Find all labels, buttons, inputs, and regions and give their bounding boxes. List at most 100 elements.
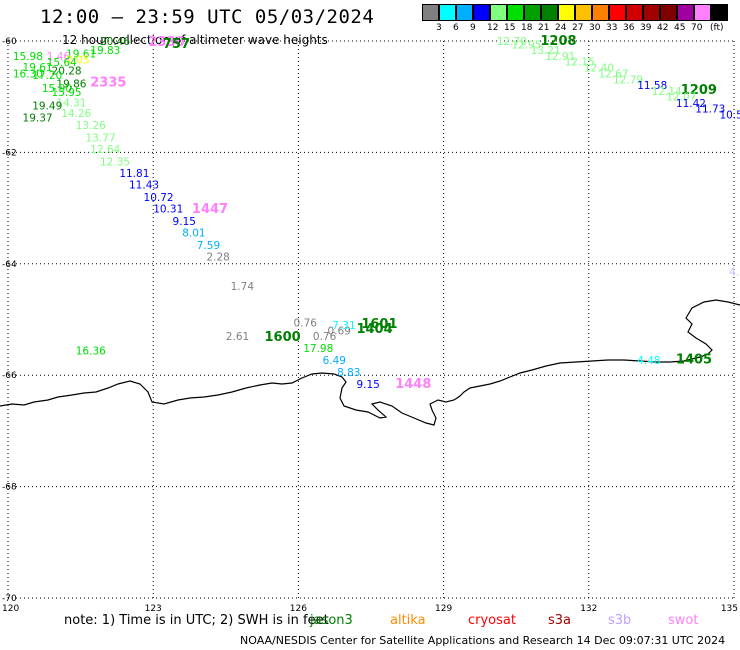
wave-height-value: 17.20 xyxy=(32,70,62,82)
legend-tick-label: 6 xyxy=(453,23,459,33)
wave-height-value: 16.30 xyxy=(13,68,43,80)
pass-time-label: 1448 xyxy=(395,377,431,392)
legend-tick-label: 24 xyxy=(555,23,567,33)
wave-height-value: 7.59 xyxy=(197,240,220,252)
wave-height-value: 12.79 xyxy=(613,74,643,86)
wave-height-value: 8.83 xyxy=(337,367,360,379)
legend-swatch xyxy=(456,4,473,21)
map-title: 12:00 – 23:59 UTC 05/03/2024 xyxy=(40,6,375,28)
legend-tick-label: 27 xyxy=(572,23,584,33)
legend-unit: (ft) xyxy=(710,23,724,33)
lon-tick-label: 135 xyxy=(721,604,738,614)
axis-labels: 120 123 126 129 132 135 -60 -62 -64 -66 -68 -70 xyxy=(2,37,738,614)
wave-height-value: 0.76 xyxy=(313,331,337,343)
wave-height-value: 9.15 xyxy=(173,216,196,228)
wave-height-value: 12.14 xyxy=(652,86,682,98)
pass-time-label: 1209 xyxy=(681,83,717,98)
legend-swatch xyxy=(643,4,660,21)
wave-height-value: 12.95 xyxy=(511,39,541,51)
wave-height-value: 12.70 xyxy=(497,36,527,48)
wave-height-value: 13.21 xyxy=(531,45,561,57)
lat-tick-label: -62 xyxy=(2,148,17,158)
legend-tick-label: 12 xyxy=(487,23,499,33)
legend-swatch xyxy=(694,4,711,21)
wave-height-value: 13.77 xyxy=(85,132,115,144)
lon-tick-label: 126 xyxy=(290,604,307,614)
lon-tick-label: 120 xyxy=(2,604,19,614)
legend-swatch xyxy=(490,4,507,21)
wave-height-value: 0.69 xyxy=(327,326,350,338)
legend-swatch xyxy=(507,4,524,21)
wave-height-value: 12.35 xyxy=(100,156,130,168)
legend-tick-label: 70 xyxy=(691,23,703,33)
legend-tick-label: 9 xyxy=(470,23,476,33)
wave-height-value: 12.64 xyxy=(90,144,120,156)
pass-time-label: 757 xyxy=(163,37,190,52)
wave-height-value: 4.48 xyxy=(637,355,660,367)
wave-height-value: 14.26 xyxy=(61,108,91,120)
pass-time-label: 1600 xyxy=(265,330,301,345)
pass-time-label: 1601 xyxy=(361,317,397,332)
map-subtitle: 12 hour collection of altimeter wave hei… xyxy=(62,33,328,47)
wave-height-value: 12.40 xyxy=(584,63,614,75)
wave-height-value: 20.46 xyxy=(100,36,130,48)
wave-height-value: 14.31 xyxy=(56,97,86,109)
wave-height-value: 13.26 xyxy=(76,120,106,132)
pass-time-label: 2330 xyxy=(148,35,184,50)
legend-swatch xyxy=(422,4,439,21)
wave-height-value: 19.61 xyxy=(23,62,53,74)
wave-height-value: 12.91 xyxy=(545,51,575,63)
lon-tick-label: 123 xyxy=(145,604,162,614)
wave-height-value: 19.86 xyxy=(56,78,86,90)
wave-height-value: 12.07 xyxy=(666,92,696,104)
wave-height-value: 15.90 xyxy=(42,83,72,95)
pass-time-label: 1405 xyxy=(676,352,712,367)
legend-swatch xyxy=(660,4,677,21)
legend-tick-label: 21 xyxy=(538,23,550,33)
legend-swatch xyxy=(541,4,558,21)
lat-tick-label: -70 xyxy=(2,594,17,604)
wave-height-value: 11.58 xyxy=(637,80,667,92)
lat-tick-label: -68 xyxy=(2,483,17,493)
lon-tick-label: 129 xyxy=(435,604,452,614)
legend-tick-label: 42 xyxy=(657,23,669,33)
wave-height-value: 9.15 xyxy=(356,379,379,391)
lat-tick-label: -64 xyxy=(2,260,17,270)
wave-height-value: 19.61 xyxy=(66,48,96,60)
legend-swatch xyxy=(677,4,694,21)
wave-height-value: 19.49 xyxy=(32,101,62,113)
legend-swatch xyxy=(558,4,575,21)
footer-note: note: 1) Time is in UTC; 2) SWH is in fe… xyxy=(64,613,329,628)
legend-tick-label: 39 xyxy=(640,23,652,33)
footer-credit: NOAA/NESDIS Center for Satellite Applica… xyxy=(240,634,726,647)
wave-height-value: 19.37 xyxy=(23,112,53,124)
satellite-swot: swot xyxy=(668,613,699,628)
wave-height-value: 1.46 xyxy=(47,51,71,63)
satellite-altika: altika xyxy=(390,613,426,628)
coastline xyxy=(0,299,740,426)
wave-height-value: 0.76 xyxy=(294,317,318,329)
wave-height-value: 7.31 xyxy=(332,320,355,332)
wave-height-value: 15.64 xyxy=(47,57,77,69)
wave-height-value: 2.61 xyxy=(226,331,249,343)
satellite-s3b: s3b xyxy=(608,613,632,628)
wave-height-value: 19.83 xyxy=(90,45,120,57)
wave-height-value: 10.72 xyxy=(144,192,174,204)
wave-height-value: 2.05 xyxy=(66,54,89,66)
antarctic-coastline xyxy=(0,299,740,426)
wave-height-value: 12.67 xyxy=(598,68,628,80)
wave-height-value: 10.5 xyxy=(719,110,740,122)
legend-swatch xyxy=(473,4,490,21)
wave-height-value: 2.28 xyxy=(206,252,229,264)
pass-time-label: 2335 xyxy=(90,76,126,91)
wave-height-value: 11.81 xyxy=(119,168,149,180)
lon-tick-label: 132 xyxy=(580,604,597,614)
legend-tick-label: 30 xyxy=(589,23,601,33)
legend-swatch xyxy=(592,4,609,21)
legend-tick-label: 45 xyxy=(674,23,686,33)
legend-swatch xyxy=(609,4,626,21)
legend-swatch xyxy=(711,4,728,21)
wave-height-value: 11.42 xyxy=(676,98,706,110)
wave-height-value: 10.31 xyxy=(153,204,183,216)
wave-height-value: 6.49 xyxy=(323,355,346,367)
